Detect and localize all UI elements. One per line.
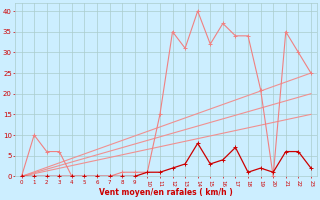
X-axis label: Vent moyen/en rafales ( km/h ): Vent moyen/en rafales ( km/h ) [100, 188, 233, 197]
